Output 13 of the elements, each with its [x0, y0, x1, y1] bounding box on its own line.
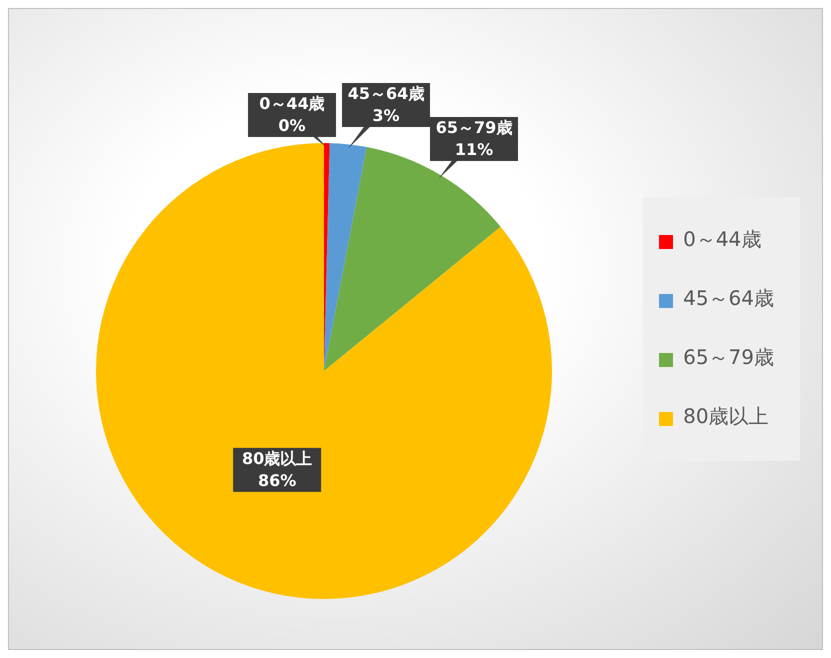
- slice-label: 80歳以上: [242, 448, 312, 468]
- data-label: 11%: [454, 140, 494, 159]
- pie-slice: [324, 143, 367, 371]
- legend-label: 65～79歳: [683, 345, 774, 369]
- legend-label: 0～44歳: [683, 227, 762, 251]
- data-label: 86%: [258, 470, 296, 490]
- legend-label: 80歳以上: [683, 404, 769, 428]
- data-label: 3%: [372, 106, 400, 125]
- pie-slice: [96, 143, 552, 599]
- legend-label: 45～64歳: [683, 286, 774, 310]
- slice-label: 45～64歳: [348, 84, 424, 103]
- slice-label: 0～44歳: [259, 94, 325, 113]
- slice-label: 65～79歳: [436, 118, 512, 137]
